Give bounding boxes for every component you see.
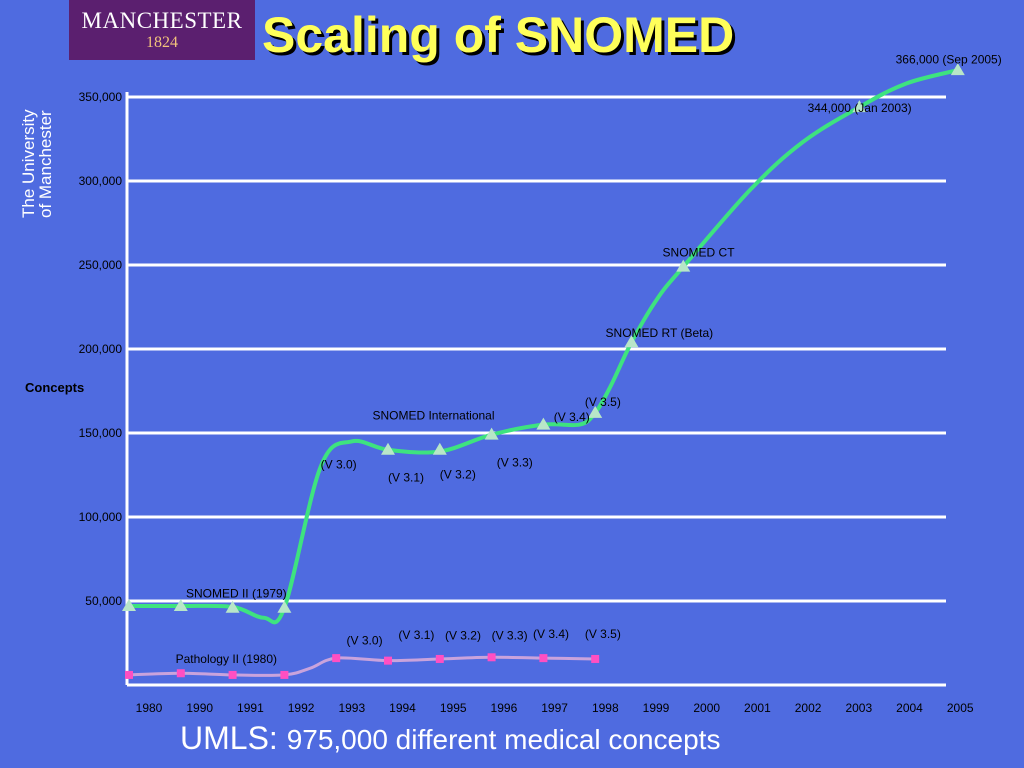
y-tick-label: 50,000 bbox=[85, 594, 122, 608]
x-tick-label: 2005 bbox=[947, 701, 974, 715]
data-label: SNOMED International bbox=[372, 409, 494, 423]
snomed-data-point bbox=[173, 599, 188, 612]
chart-series bbox=[122, 63, 965, 679]
data-label: (V 3.2) bbox=[445, 629, 481, 643]
snomed-data-point bbox=[536, 417, 551, 430]
university-logo: MANCHESTER 1824 bbox=[69, 0, 255, 60]
x-tick-label: 1999 bbox=[643, 701, 670, 715]
x-tick-label: 2000 bbox=[693, 701, 720, 715]
snomed-data-point bbox=[852, 100, 867, 113]
y-tick-label: 300,000 bbox=[79, 174, 123, 188]
data-label: (V 3.4) bbox=[533, 627, 569, 641]
y-tick-label: 100,000 bbox=[79, 510, 123, 524]
data-label: (V 3.2) bbox=[440, 467, 476, 481]
data-label: SNOMED CT bbox=[663, 246, 736, 260]
data-label: SNOMED II (1979) bbox=[186, 587, 287, 601]
data-label: (V 3.1) bbox=[388, 471, 424, 485]
pathology-data-point bbox=[435, 654, 444, 663]
data-label: (V 3.5) bbox=[585, 627, 621, 641]
snomed-data-point bbox=[277, 600, 292, 613]
logo-year: 1824 bbox=[146, 34, 178, 51]
x-tick-label: 1998 bbox=[592, 701, 619, 715]
umls-text: 975,000 different medical concepts bbox=[286, 724, 721, 755]
umls-prefix: UMLS: bbox=[180, 720, 278, 756]
chart-ticks: 50,000 100,000 150,000 200,000 250,000 300,00… bbox=[79, 90, 974, 715]
pathology-data-point bbox=[228, 670, 237, 679]
y-tick-label: 350,000 bbox=[79, 90, 123, 104]
x-tick-label: 1991 bbox=[237, 701, 264, 715]
y-tick-label: 250,000 bbox=[79, 258, 123, 272]
snomed-data-point bbox=[950, 63, 965, 76]
data-label: (V 3.0) bbox=[347, 634, 383, 648]
x-tick-label: 2001 bbox=[744, 701, 771, 715]
y-axis-label: Concepts bbox=[25, 380, 85, 395]
x-tick-label: 1997 bbox=[541, 701, 568, 715]
y-tick-label: 150,000 bbox=[79, 426, 123, 440]
x-tick-label: 1995 bbox=[440, 701, 467, 715]
snomed-data-point bbox=[484, 427, 499, 440]
pathology-data-point bbox=[591, 654, 600, 663]
umls-footer: UMLS: 975,000 different medical concepts bbox=[180, 720, 720, 757]
pathology-data-point bbox=[539, 654, 548, 663]
pathology-data-point bbox=[176, 669, 185, 678]
chart-grid bbox=[127, 95, 946, 603]
snomed-data-point bbox=[588, 405, 603, 418]
data-label: Pathology II (1980) bbox=[176, 652, 277, 666]
x-tick-label: 1990 bbox=[186, 701, 213, 715]
pathology-data-point bbox=[332, 654, 341, 663]
pathology-data-point bbox=[384, 656, 392, 665]
x-tick-label: 1993 bbox=[338, 701, 365, 715]
data-label: (V 3.5) bbox=[585, 395, 621, 409]
x-tick-label: 2004 bbox=[896, 701, 923, 715]
data-label: 344,000 (Jan 2003) bbox=[808, 101, 912, 115]
data-label: (V 3.1) bbox=[398, 628, 434, 642]
pathology-data-point bbox=[487, 653, 496, 662]
pathology-data-point bbox=[125, 670, 133, 679]
snomed-data-point bbox=[122, 599, 136, 612]
data-label: 366,000 (Sep 2005) bbox=[896, 52, 1002, 66]
data-label: (V 3.4) bbox=[554, 410, 590, 424]
x-tick-label: 2003 bbox=[845, 701, 872, 715]
data-label: (V 3.0) bbox=[321, 457, 357, 471]
data-label: (V 3.3) bbox=[497, 456, 533, 470]
snomed-data-point bbox=[225, 600, 240, 613]
chart-axes bbox=[125, 92, 946, 687]
x-tick-label: 1992 bbox=[288, 701, 315, 715]
x-tick-label: 2002 bbox=[795, 701, 822, 715]
data-label: (V 3.3) bbox=[492, 629, 528, 643]
snomed-data-point bbox=[381, 442, 395, 455]
y-tick-label: 200,000 bbox=[79, 342, 123, 356]
snomed-series-line bbox=[127, 68, 960, 625]
chart-annotations: 366,000 (Sep 2005) 344,000 (Jan 2003) SNOM… bbox=[176, 52, 1002, 666]
pathology-data-point bbox=[280, 670, 289, 679]
snomed-data-point bbox=[624, 335, 639, 348]
data-label: SNOMED RT (Beta) bbox=[606, 326, 714, 340]
logo-name: MANCHESTER bbox=[81, 8, 243, 33]
snomed-data-point bbox=[676, 259, 691, 272]
slide-title: Scaling of SNOMED bbox=[262, 7, 735, 63]
x-tick-label: 1994 bbox=[389, 701, 416, 715]
x-tick-label: 1996 bbox=[491, 701, 518, 715]
snomed-data-point bbox=[432, 442, 447, 455]
x-tick-label: 1980 bbox=[136, 701, 163, 715]
